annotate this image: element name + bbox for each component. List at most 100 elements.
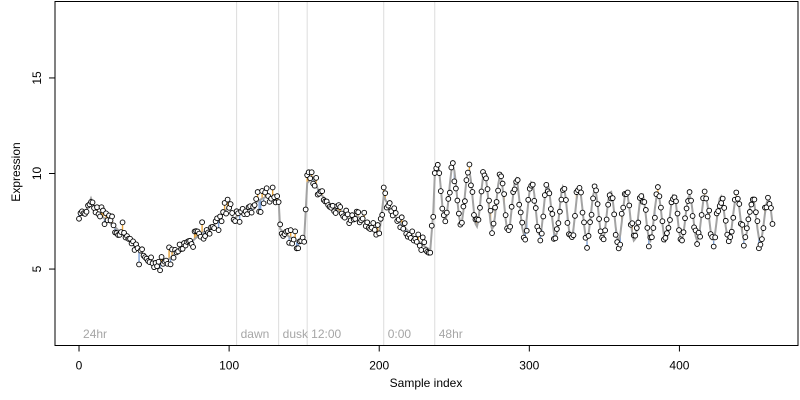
data-point	[552, 235, 559, 242]
data-point	[522, 236, 529, 243]
section-label: 24hr	[83, 327, 107, 341]
data-point	[679, 237, 685, 244]
data-point	[701, 188, 708, 195]
data-point	[704, 213, 711, 220]
data-point	[475, 216, 482, 223]
data-point	[446, 189, 453, 196]
data-point	[727, 234, 734, 240]
data-point	[683, 205, 690, 212]
data-point	[612, 231, 619, 238]
data-point	[211, 225, 217, 231]
data-point	[759, 236, 765, 242]
data-point	[492, 204, 498, 211]
data-point	[428, 222, 435, 229]
data-point	[430, 213, 437, 220]
data-point	[307, 175, 314, 182]
x-tick-label: 100	[219, 359, 239, 373]
data-point	[391, 205, 398, 212]
data-point	[514, 177, 521, 183]
data-point	[674, 210, 681, 217]
data-point	[620, 204, 627, 211]
data-point	[248, 209, 255, 216]
data-point	[673, 198, 679, 205]
data-point	[371, 226, 378, 233]
data-point	[155, 258, 162, 265]
data-point	[287, 227, 294, 233]
data-point	[570, 232, 577, 239]
data-point	[167, 261, 174, 268]
data-point	[507, 223, 513, 230]
data-point	[609, 195, 616, 201]
data-point	[434, 161, 441, 168]
data-point	[456, 210, 462, 217]
data-point	[478, 188, 485, 195]
data-point	[676, 227, 682, 233]
data-point	[459, 219, 465, 226]
data-point	[361, 209, 368, 216]
data-point	[706, 207, 713, 214]
data-point	[555, 220, 562, 226]
data-point	[352, 216, 359, 222]
data-point	[439, 205, 446, 212]
data-point	[139, 246, 145, 253]
data-point	[557, 208, 563, 215]
data-point	[401, 220, 408, 227]
data-point	[585, 233, 592, 239]
data-point	[374, 222, 381, 228]
data-point	[644, 225, 651, 231]
data-point	[667, 217, 673, 223]
data-point	[710, 243, 717, 250]
x-tick-label: 400	[669, 359, 689, 373]
data-point	[641, 199, 648, 205]
data-point	[136, 261, 142, 268]
data-point	[376, 230, 383, 237]
data-point	[532, 205, 539, 211]
data-point	[587, 219, 593, 225]
data-point	[564, 220, 571, 226]
section-label: dawn	[241, 327, 270, 341]
data-point	[436, 170, 443, 176]
data-point	[302, 206, 309, 213]
data-point	[624, 189, 631, 196]
data-point	[597, 228, 604, 235]
data-point	[572, 212, 578, 219]
data-point	[337, 204, 344, 210]
x-axis: 0 100 200 300 400	[76, 345, 690, 373]
data-point	[594, 201, 601, 207]
data-point	[477, 204, 483, 211]
data-point	[736, 201, 743, 207]
data-point	[443, 209, 450, 216]
data-point	[680, 229, 687, 236]
data-point	[703, 195, 709, 202]
data-point	[462, 198, 468, 205]
data-point	[730, 214, 737, 221]
data-point	[119, 219, 126, 226]
data-point	[254, 189, 261, 195]
data-point	[529, 181, 536, 188]
data-point	[517, 209, 524, 216]
data-point	[97, 213, 103, 220]
data-point	[295, 245, 302, 252]
data-point	[487, 207, 494, 214]
data-point	[531, 197, 538, 204]
data-point	[617, 241, 624, 248]
data-point	[633, 225, 640, 231]
data-point	[468, 182, 474, 189]
data-point	[682, 215, 688, 222]
data-point	[558, 196, 565, 203]
data-point	[697, 233, 703, 240]
x-axis-label: Sample index	[390, 376, 463, 390]
data-point	[344, 211, 351, 218]
data-point	[502, 212, 509, 218]
data-point	[719, 195, 726, 202]
data-point	[662, 235, 669, 241]
data-point	[519, 219, 526, 226]
data-point	[386, 200, 393, 206]
data-point	[313, 175, 320, 181]
data-point	[427, 249, 434, 256]
data-point	[232, 218, 238, 224]
data-point	[581, 219, 587, 226]
data-point	[769, 221, 776, 227]
x-tick-label: 200	[369, 359, 389, 373]
